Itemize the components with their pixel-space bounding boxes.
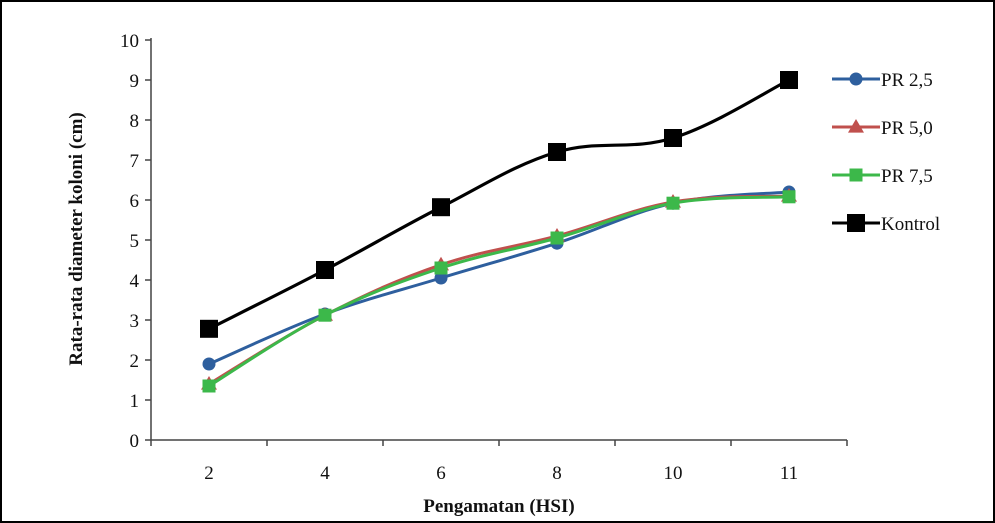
x-tick-label: 2	[204, 463, 214, 484]
legend-label: PR 7,5	[881, 166, 933, 187]
y-axis-title: Rata-rata diameter koloni (cm)	[66, 112, 87, 365]
y-tick-label: 3	[130, 311, 140, 332]
series-line	[208, 195, 790, 388]
data-point	[664, 129, 682, 147]
y-tick-label: 0	[130, 431, 140, 452]
x-axis-ticks: 2 4 6 8 10 11	[150, 440, 848, 484]
data-point	[548, 143, 566, 161]
y-tick-label: 2	[130, 351, 140, 372]
data-point	[780, 71, 798, 89]
series-line	[208, 78, 790, 331]
legend-label: PR 2,5	[881, 70, 933, 91]
data-point	[666, 196, 680, 210]
legend-item-pr-5-0: PR 5,0	[832, 118, 933, 139]
data-point	[202, 357, 216, 371]
data-point	[782, 190, 796, 204]
y-tick-label: 4	[130, 271, 140, 292]
series-kontrol	[200, 71, 798, 338]
y-tick-label: 9	[130, 71, 140, 92]
series-layer	[200, 71, 798, 393]
legend-item-pr-7-5: PR 7,5	[832, 166, 933, 187]
legend-label: Kontrol	[881, 214, 940, 235]
data-point	[200, 319, 218, 338]
y-tick-label: 1	[130, 391, 140, 412]
x-tick-label: 11	[780, 463, 798, 484]
data-point	[202, 379, 216, 393]
x-axis-title: Pengamatan (HSI)	[423, 496, 574, 517]
legend: PR 2,5 PR 5,0 PR 7,5 Kontrol	[832, 70, 940, 235]
data-point	[318, 308, 332, 322]
data-point	[434, 261, 448, 275]
y-tick-label: 8	[130, 111, 140, 132]
series-pr-7-5	[202, 190, 796, 393]
x-tick-label: 4	[320, 463, 330, 484]
y-tick-label: 10	[120, 31, 139, 52]
y-tick-label: 7	[130, 151, 140, 172]
legend-marker	[847, 214, 865, 232]
legend-marker	[849, 72, 863, 86]
y-axis-ticks: 0 1 2 3 4 5 6 7 8 9 10	[120, 31, 151, 452]
x-tick-label: 10	[664, 463, 683, 484]
legend-label: PR 5,0	[881, 118, 933, 139]
legend-marker	[849, 168, 863, 182]
legend-item-pr-2-5: PR 2,5	[832, 70, 933, 91]
y-tick-label: 5	[130, 231, 140, 252]
data-point	[550, 231, 564, 245]
x-tick-label: 6	[436, 463, 446, 484]
data-point	[316, 261, 334, 279]
x-tick-label: 8	[552, 463, 562, 484]
data-point	[434, 271, 448, 285]
y-tick-label: 6	[130, 191, 140, 212]
legend-item-kontrol: Kontrol	[832, 214, 940, 235]
data-point	[432, 198, 450, 217]
legend-marker	[848, 119, 864, 133]
